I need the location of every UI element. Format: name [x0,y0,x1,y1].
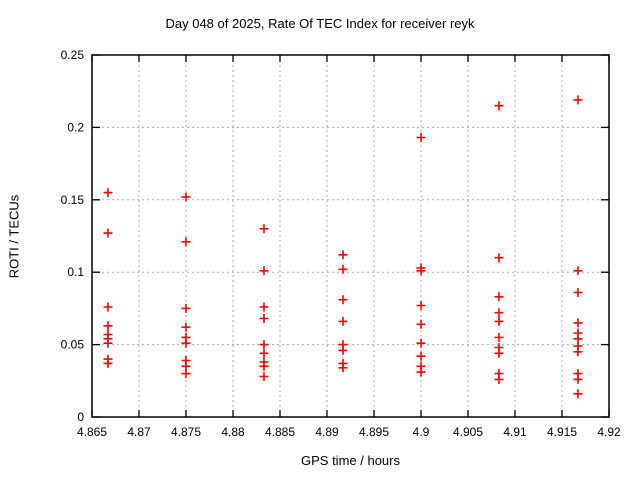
x-tick-label: 4.875 [171,425,201,439]
data-point-marker [181,369,191,379]
y-tick-label: 0.2 [67,120,84,134]
data-point-marker [259,266,269,276]
x-tick-label: 4.915 [547,425,577,439]
data-point-marker [259,372,269,381]
x-tick-label: 4.89 [315,425,339,439]
data-point-marker [338,295,348,305]
data-point-marker [494,348,504,358]
chart-title: Day 048 of 2025, Rate Of TEC Index for r… [165,16,475,31]
x-tick-label: 4.9 [413,425,430,439]
data-point-marker [573,266,583,276]
x-tick-label: 4.895 [359,425,389,439]
y-axis-title: ROTI / TECUs [6,194,22,279]
x-tick-label: 4.88 [221,425,245,439]
data-points [103,95,583,399]
data-point-marker [338,363,348,373]
x-tick-label: 4.92 [597,425,621,439]
data-point-marker [259,361,269,371]
data-point-marker [494,292,504,302]
plot-border [91,54,610,418]
y-tick-label: 0.05 [61,338,85,352]
x-tick-label: 4.905 [453,425,483,439]
data-point-marker [103,338,113,348]
data-point-marker [338,345,348,355]
data-point-marker [573,95,583,105]
data-point-marker [181,322,191,332]
data-point-marker [103,228,113,238]
data-point-marker [259,302,269,312]
data-point-marker [494,253,504,263]
x-tick-label: 4.885 [265,425,295,439]
data-point-marker [573,389,583,399]
data-point-marker [259,348,269,358]
tick-labels: 4.865 4.87 4.875 4.88 4.885 4.89 4.895 4.9 4.905… [61,48,621,439]
data-point-marker [494,374,504,384]
data-point-marker [103,302,113,312]
data-point-marker [416,367,426,377]
data-point-marker [573,288,583,297]
data-point-marker [103,188,113,198]
data-point-marker [573,347,583,357]
y-tick-label: 0.25 [61,48,85,62]
data-point-marker [416,301,426,310]
data-point-marker [494,308,504,318]
data-point-marker [416,266,426,276]
x-tick-label: 4.87 [127,425,151,439]
y-tick-label: 0.15 [61,193,85,207]
y-tick-label: 0 [77,410,84,424]
y-tick-label: 0.1 [67,265,84,279]
data-point-marker [494,316,504,326]
data-point-marker [338,264,348,274]
data-point-marker [181,237,191,247]
data-point-marker [181,303,191,313]
data-point-marker [416,338,426,348]
data-point-marker [573,374,583,384]
data-point-marker [338,250,348,260]
data-point-marker [416,319,426,329]
data-point-marker [259,314,269,323]
data-point-marker [181,338,191,348]
data-point-marker [416,133,426,142]
data-point-marker [103,358,113,368]
x-axis-title: GPS time / hours [301,453,400,468]
data-point-marker [416,351,426,361]
data-point-marker [259,340,269,350]
data-point-marker [259,224,269,234]
data-point-marker [181,192,191,202]
grid-lines [92,55,609,417]
data-point-marker [494,332,504,342]
x-tick-label: 4.865 [77,425,107,439]
data-point-marker [573,318,583,328]
data-point-marker [494,101,504,111]
axis-ticks [91,54,610,418]
data-point-marker [103,321,113,331]
x-tick-label: 4.91 [503,425,527,439]
data-point-marker [338,316,348,326]
